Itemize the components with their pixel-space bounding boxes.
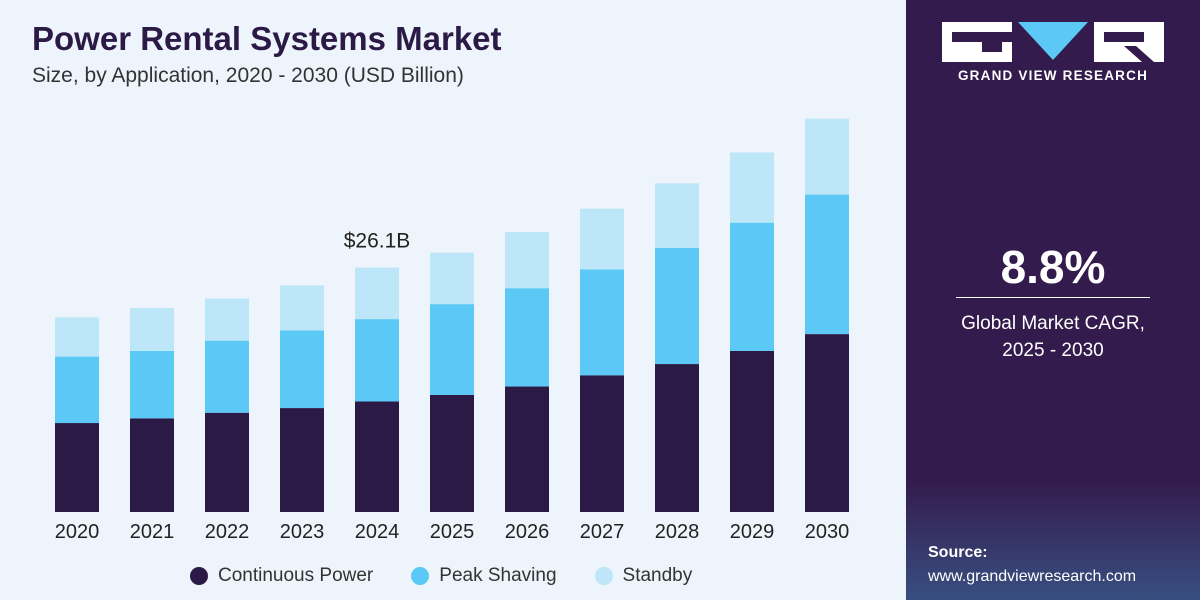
source-label: Source: xyxy=(928,544,988,561)
bar-segment-standby-2021 xyxy=(130,307,174,351)
chart-title: Power Rental Systems Market xyxy=(32,20,502,57)
x-tick-label: 2022 xyxy=(205,521,250,543)
bar-segment-peak-shaving-2026 xyxy=(505,288,549,387)
x-tick-label: 2021 xyxy=(130,521,175,543)
x-tick-label: 2030 xyxy=(805,521,850,543)
bar-segment-peak-shaving-2021 xyxy=(130,350,174,419)
x-tick-label: 2027 xyxy=(580,521,625,543)
legend-swatch xyxy=(594,567,613,585)
bar-segment-standby-2028 xyxy=(655,183,699,248)
bar-segment-continuous-power-2022 xyxy=(205,412,249,512)
x-tick-label: 2020 xyxy=(55,521,100,543)
legend-swatch xyxy=(411,567,430,585)
bar-segment-standby-2026 xyxy=(505,232,549,289)
bar-segment-continuous-power-2028 xyxy=(655,364,699,512)
cagr-label: Global Market CAGR, 2025 - 2030 xyxy=(906,310,1200,364)
legend-label: Peak Shaving xyxy=(439,565,557,586)
x-tick-label: 2024 xyxy=(355,521,400,543)
bar-segment-peak-shaving-2023 xyxy=(280,330,324,409)
bar-segment-peak-shaving-2025 xyxy=(430,304,474,395)
bar-segment-standby-2029 xyxy=(730,152,774,223)
bar-segment-peak-shaving-2027 xyxy=(580,269,624,376)
x-tick-label: 2028 xyxy=(655,521,700,543)
bar-segment-standby-2030 xyxy=(805,118,849,195)
chart-panel: Power Rental Systems Market Size, by App… xyxy=(0,0,906,600)
legend-item: Standby xyxy=(594,565,693,587)
bar-segment-standby-2027 xyxy=(580,208,624,270)
stacked-bar-chart: 2020 2021 2022 2023 2024 $26.1B 2025 2026 2027 20… xyxy=(55,118,850,543)
bar-segment-peak-shaving-2024 xyxy=(355,319,399,402)
bar-segment-continuous-power-2029 xyxy=(730,350,774,512)
bar-segment-continuous-power-2020 xyxy=(55,423,99,512)
cagr-value: 8.8% xyxy=(1000,241,1106,293)
brand-name: GRAND VIEW RESEARCH xyxy=(957,68,1149,83)
legend-label: Standby xyxy=(622,565,693,586)
bar-segment-continuous-power-2023 xyxy=(280,408,324,512)
bar-segment-peak-shaving-2029 xyxy=(730,222,774,351)
x-tick-label: 2025 xyxy=(430,521,475,543)
bar-segment-standby-2022 xyxy=(205,298,249,341)
cagr-label-line-2: 2025 - 2030 xyxy=(1002,340,1104,361)
bar-segment-continuous-power-2025 xyxy=(430,394,474,512)
legend-item: Continuous Power xyxy=(190,565,373,587)
data-label: $26.1B xyxy=(344,230,411,253)
divider xyxy=(956,297,1150,298)
bar-segment-standby-2023 xyxy=(280,285,324,331)
bar-segment-standby-2025 xyxy=(430,252,474,305)
bar-segment-standby-2024 xyxy=(355,267,399,320)
bar-segment-standby-2020 xyxy=(55,317,99,357)
x-tick-label: 2023 xyxy=(280,521,325,543)
bar-segment-peak-shaving-2020 xyxy=(55,356,99,424)
chart-subtitle: Size, by Application, 2020 - 2030 (USD B… xyxy=(32,64,464,87)
gvr-logo-icon xyxy=(942,22,1164,62)
bar-segment-continuous-power-2030 xyxy=(805,334,849,512)
legend-swatch xyxy=(190,567,208,585)
sidebar-panel: GRAND VIEW RESEARCH 8.8% Global Market C… xyxy=(906,0,1200,600)
legend-label: Continuous Power xyxy=(218,565,374,586)
x-tick-label: 2029 xyxy=(730,521,775,543)
bar-segment-peak-shaving-2028 xyxy=(655,247,699,365)
bar-segment-peak-shaving-2022 xyxy=(205,340,249,413)
bar-segment-continuous-power-2026 xyxy=(505,386,549,512)
bar-segment-continuous-power-2021 xyxy=(130,418,174,512)
legend-item: Peak Shaving xyxy=(411,565,557,587)
cagr-label-line-1: Global Market CAGR, xyxy=(961,313,1145,334)
bar-segment-peak-shaving-2030 xyxy=(805,194,849,335)
source-url-link[interactable]: www.grandviewresearch.com xyxy=(928,568,1137,585)
bar-segment-continuous-power-2024 xyxy=(355,401,399,512)
background-gradient xyxy=(906,480,1200,600)
bar-segment-continuous-power-2027 xyxy=(580,375,624,512)
chart-legend: Continuous Power Peak Shaving Standby xyxy=(190,563,730,589)
x-tick-label: 2026 xyxy=(505,521,550,543)
